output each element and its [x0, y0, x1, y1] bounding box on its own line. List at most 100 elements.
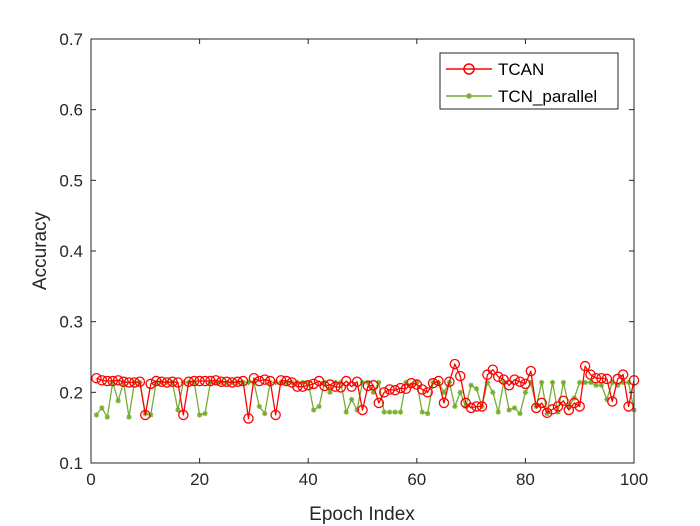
data-point-tcn-parallel — [549, 379, 556, 386]
marker-stroke — [202, 411, 208, 416]
data-point-tcan — [574, 401, 585, 412]
data-point-tcn-parallel — [522, 389, 528, 395]
data-point-tcan — [416, 384, 428, 395]
data-point-tcan — [579, 360, 591, 372]
data-point-tcan — [194, 375, 205, 387]
data-point-tcn-parallel — [425, 410, 431, 417]
data-point-tcan — [134, 376, 146, 387]
data-point-tcan — [465, 402, 477, 414]
data-point-tcan — [563, 404, 575, 416]
y-axis-title: Accuracy — [30, 211, 51, 290]
marker-stroke — [582, 380, 588, 385]
marker-stroke — [523, 390, 528, 395]
data-point-tcan — [199, 375, 211, 387]
data-point-tcan — [330, 381, 341, 392]
marker-stroke — [561, 380, 566, 385]
legend-label-tcn-parallel: TCN_parallel — [498, 87, 597, 106]
data-point-tcan — [156, 376, 167, 387]
marker-stroke — [474, 386, 479, 392]
data-point-tcan — [324, 379, 336, 390]
marker-stroke — [550, 380, 555, 385]
data-point-tcan — [292, 381, 303, 392]
data-point-tcan — [536, 397, 547, 409]
data-point-tcan — [118, 376, 129, 387]
data-point-tcan — [433, 375, 444, 387]
data-point-tcan — [167, 376, 178, 387]
data-point-tcan — [308, 378, 319, 390]
x-tick-label: 100 — [620, 470, 648, 489]
data-point-tcan — [454, 370, 466, 382]
marker-stroke — [512, 405, 517, 411]
data-point-tcan — [264, 375, 276, 387]
data-point-tcn-parallel — [539, 379, 545, 386]
data-point-tcn-parallel — [397, 409, 404, 415]
data-point-tcan — [552, 401, 564, 412]
series-line-tcan — [96, 363, 635, 420]
data-point-tcn-parallel — [311, 407, 317, 413]
data-point-tcan — [357, 404, 368, 416]
marker-stroke — [327, 390, 333, 395]
data-point-tcn-parallel — [104, 414, 110, 420]
data-point-tcan — [335, 382, 347, 393]
data-point-tcan — [427, 377, 439, 389]
data-point-tcn-parallel — [262, 410, 268, 417]
marker-stroke — [197, 412, 202, 418]
data-point-tcn-parallel — [148, 412, 154, 418]
y-tick-label: 0.7 — [59, 30, 83, 49]
data-point-tcan — [183, 376, 194, 387]
marker-stroke — [257, 404, 262, 409]
data-point-tcan — [178, 409, 189, 421]
marker-stroke — [457, 390, 463, 395]
legend-marker-tcn-parallel — [466, 93, 472, 99]
data-point-tcan — [216, 376, 227, 387]
data-point-tcan — [601, 373, 613, 385]
x-tick-label: 60 — [407, 470, 426, 489]
data-point-tcan — [172, 377, 184, 388]
y-tick-label: 0.1 — [59, 454, 83, 473]
data-point-tcan — [623, 401, 634, 412]
data-point-tcan — [525, 365, 537, 377]
x-axis-title: Epoch Index — [309, 504, 415, 525]
data-point-tcan — [221, 376, 232, 387]
data-point-tcan — [237, 375, 249, 387]
data-point-tcan — [340, 375, 352, 387]
data-point-tcn-parallel — [343, 409, 349, 415]
data-point-tcan — [558, 395, 569, 407]
marker-stroke — [387, 409, 392, 415]
data-point-tcan — [406, 377, 417, 389]
data-point-tcan — [449, 358, 461, 370]
data-point-tcn-parallel — [468, 382, 474, 388]
data-point-tcn-parallel — [316, 403, 322, 410]
data-point-tcn-parallel — [175, 407, 181, 413]
data-point-tcn-parallel — [387, 409, 393, 415]
data-point-tcan — [297, 381, 309, 392]
data-point-tcan — [112, 375, 124, 386]
data-point-tcn-parallel — [93, 412, 100, 418]
marker-stroke — [126, 414, 132, 420]
y-tick-label: 0.2 — [59, 383, 83, 402]
marker-stroke — [452, 404, 458, 409]
data-point-tcan — [395, 382, 406, 394]
data-point-tcan — [596, 372, 607, 384]
data-point-tcn-parallel — [419, 409, 425, 415]
data-point-tcan — [509, 374, 520, 385]
series-layer — [91, 358, 640, 424]
marker-stroke — [398, 409, 403, 415]
data-point-tcn-parallel — [598, 382, 605, 388]
data-point-tcn-parallel — [560, 379, 567, 386]
marker-stroke — [599, 382, 604, 388]
marker-stroke — [316, 404, 322, 409]
marker-stroke — [99, 405, 105, 411]
data-point-tcn-parallel — [115, 398, 121, 404]
marker-stroke — [94, 412, 99, 418]
data-point-tcan — [378, 387, 390, 398]
data-point-tcan — [503, 380, 515, 391]
y-tick-label: 0.4 — [59, 242, 83, 261]
marker-stroke — [392, 409, 398, 415]
data-point-tcn-parallel — [452, 403, 458, 410]
marker-stroke — [490, 390, 496, 395]
y-tick-label: 0.6 — [59, 101, 83, 120]
marker-stroke — [349, 397, 354, 402]
data-point-tcn-parallel — [593, 382, 599, 388]
data-point-tcn-parallel — [577, 379, 583, 386]
